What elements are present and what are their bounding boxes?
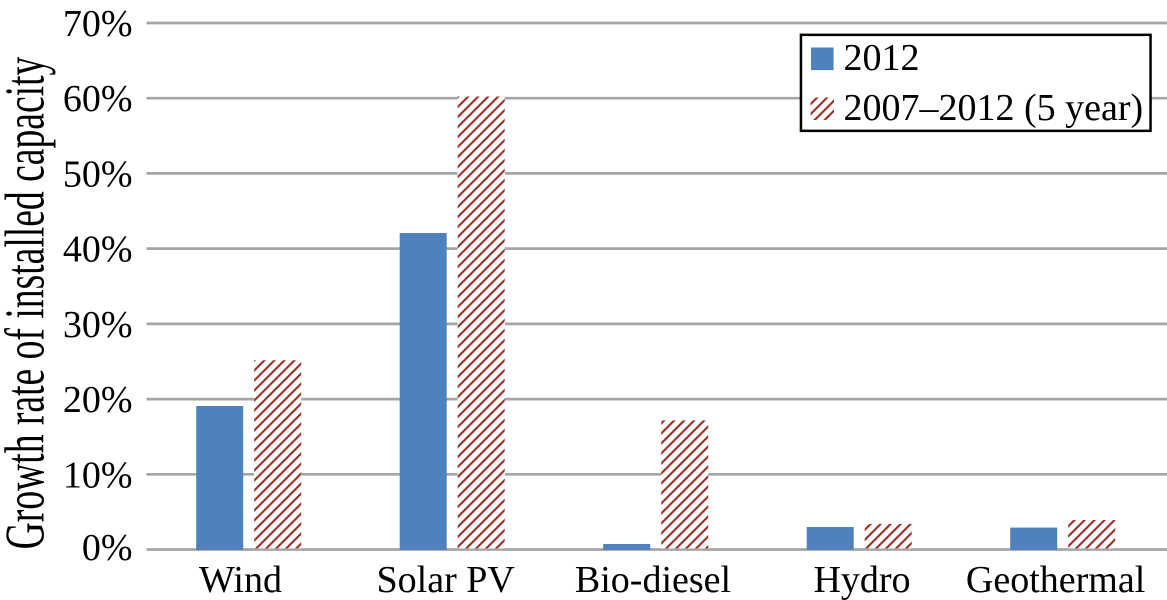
svg-text:60%: 60% (63, 78, 133, 120)
svg-text:Solar PV: Solar PV (377, 559, 516, 600)
svg-text:Geothermal: Geothermal (966, 559, 1145, 600)
svg-text:0%: 0% (82, 527, 133, 569)
svg-text:2007–2012 (5 year): 2007–2012 (5 year) (844, 87, 1144, 129)
svg-text:10%: 10% (63, 454, 133, 496)
svg-text:2012: 2012 (844, 37, 920, 79)
svg-text:20%: 20% (63, 379, 133, 421)
svg-text:70%: 70% (63, 3, 133, 45)
svg-text:Wind: Wind (199, 559, 282, 600)
svg-text:40%: 40% (63, 229, 133, 271)
svg-text:Growth rate of installed capac: Growth rate of installed capacity (0, 57, 57, 550)
svg-text:Hydro: Hydro (813, 559, 910, 600)
svg-text:Bio-diesel: Bio-diesel (575, 559, 731, 600)
svg-text:50%: 50% (63, 153, 133, 195)
svg-text:30%: 30% (63, 304, 133, 346)
